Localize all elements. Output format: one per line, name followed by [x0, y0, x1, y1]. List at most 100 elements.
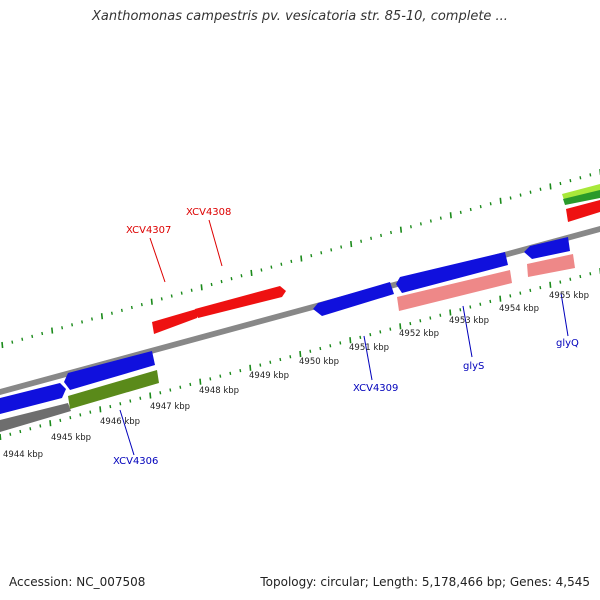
tick-mark — [31, 334, 34, 338]
tick-mark — [169, 388, 172, 392]
gene-lime[interactable] — [562, 184, 600, 200]
tick-mark — [19, 429, 22, 434]
outer-tick-track — [1, 169, 600, 349]
tick-mark — [230, 277, 233, 281]
tick-mark — [150, 298, 153, 305]
tick-mark — [280, 262, 283, 266]
tick-mark — [300, 255, 303, 262]
kbp-label: 4948 kbp — [199, 386, 239, 396]
tick-mark — [149, 392, 152, 399]
kbp-label: 4953 kbp — [449, 316, 489, 326]
tick-mark — [439, 313, 442, 317]
tick-mark — [319, 346, 322, 351]
gene-XCV4307[interactable] — [152, 308, 200, 334]
tick-mark — [479, 204, 482, 209]
tick-mark — [389, 327, 392, 331]
tick-mark — [559, 280, 562, 284]
gene-blue-left-2[interactable] — [64, 351, 155, 390]
tick-mark — [29, 427, 32, 431]
tick-mark — [270, 265, 273, 269]
label-XCV4306[interactable]: XCV4306 — [113, 456, 158, 467]
tick-mark — [539, 187, 542, 191]
gene-glyS[interactable] — [397, 270, 512, 311]
tick-mark — [589, 173, 592, 177]
gene-blue-mid[interactable] — [396, 252, 508, 293]
tick-mark — [220, 279, 223, 284]
kbp-label: 4951 kbp — [349, 343, 389, 353]
kbp-label: 4945 kbp — [51, 433, 91, 443]
leader-XCV4309 — [363, 335, 373, 381]
label-XCV4307[interactable]: XCV4307 — [126, 225, 171, 236]
tick-mark — [459, 308, 462, 312]
tick-mark — [569, 277, 572, 281]
tick-mark — [219, 374, 222, 378]
tick-mark — [180, 291, 183, 295]
tick-mark — [349, 337, 352, 344]
tick-mark — [399, 226, 403, 233]
tick-mark — [59, 418, 62, 423]
gene-red-right[interactable] — [566, 200, 600, 222]
tick-mark — [289, 355, 292, 359]
tick-mark — [120, 308, 123, 313]
gene-glyQ[interactable] — [527, 254, 575, 277]
gene-XCV4309[interactable] — [313, 282, 394, 316]
tick-mark — [499, 197, 502, 204]
gene-blue-right[interactable] — [524, 237, 570, 259]
tick-mark — [129, 399, 132, 403]
tick-mark — [330, 248, 333, 252]
tick-mark — [449, 212, 452, 219]
leader-glyQ — [560, 292, 569, 337]
tick-mark — [21, 337, 24, 341]
tick-mark — [390, 230, 392, 235]
tick-mark — [380, 233, 383, 238]
kbp-label: 4955 kbp — [549, 291, 589, 301]
tick-mark — [549, 183, 552, 190]
kbp-scale-labels: 4944 kbp 4945 kbp 4946 kbp 4947 kbp 4948… — [3, 291, 589, 460]
gene-XCV4306[interactable] — [68, 370, 159, 409]
tick-mark — [419, 222, 422, 226]
tick-mark — [429, 316, 432, 320]
tick-mark — [309, 349, 312, 353]
tick-mark — [290, 259, 293, 264]
tick-mark — [109, 404, 112, 409]
tick-mark — [419, 319, 422, 323]
leader-XCV4308 — [208, 219, 223, 267]
tick-mark — [39, 424, 42, 428]
tick-mark — [579, 176, 582, 180]
tick-mark — [260, 268, 263, 272]
tick-mark — [379, 330, 382, 334]
tick-mark — [91, 317, 93, 321]
accession-text: Accession: NC_007508 — [9, 575, 146, 589]
tick-mark — [229, 371, 232, 376]
tick-mark — [170, 294, 173, 298]
tick-mark — [210, 282, 213, 287]
tick-mark — [140, 302, 143, 307]
label-glyQ[interactable]: glyQ — [556, 338, 579, 349]
label-XCV4309[interactable]: XCV4309 — [353, 383, 398, 394]
label-XCV4308[interactable]: XCV4308 — [186, 207, 231, 218]
tick-mark — [190, 288, 193, 292]
tick-mark — [299, 350, 302, 358]
tick-mark — [279, 357, 282, 362]
leader-XCV4307 — [149, 237, 166, 283]
gene-blue-left-1[interactable] — [0, 383, 66, 414]
tick-mark — [1, 341, 4, 349]
tick-mark — [49, 420, 52, 427]
tick-mark — [69, 415, 72, 420]
tick-mark — [189, 382, 192, 387]
tick-mark — [61, 326, 64, 330]
label-glyS[interactable]: glyS — [463, 361, 484, 372]
tick-mark — [9, 432, 12, 436]
tick-mark — [41, 331, 44, 336]
gene-XCV4308[interactable] — [195, 286, 286, 318]
tick-mark — [259, 363, 262, 367]
tick-mark — [320, 251, 323, 255]
tick-mark — [130, 305, 133, 310]
page-title: Xanthomonas campestris pv. vesicatoria s… — [92, 9, 508, 24]
tick-mark — [240, 274, 243, 278]
tick-mark — [559, 181, 562, 186]
tick-mark — [569, 179, 572, 183]
gene-green[interactable] — [563, 190, 600, 205]
